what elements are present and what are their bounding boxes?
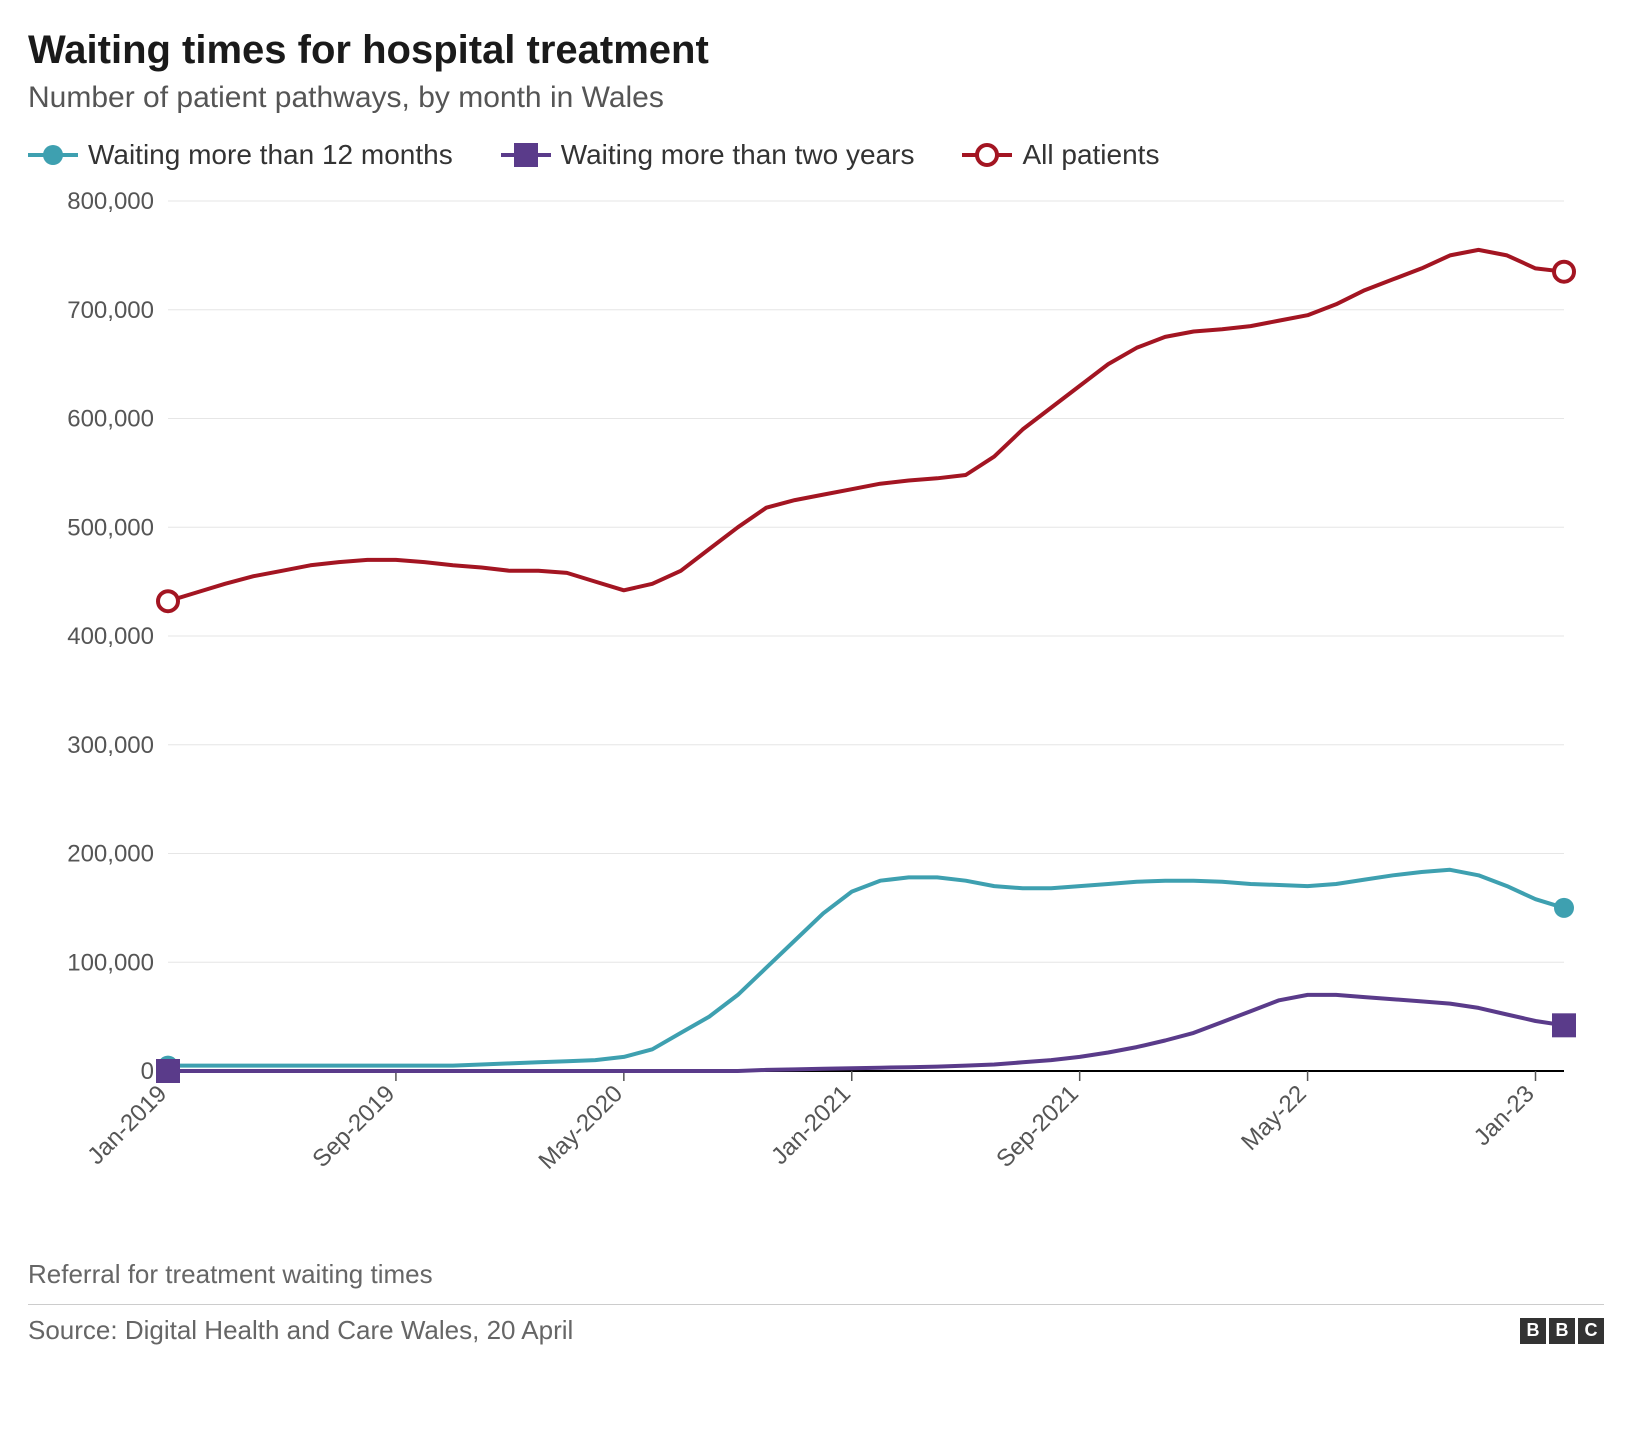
- legend-label: Waiting more than two years: [561, 139, 915, 171]
- svg-text:Sep-2019: Sep-2019: [307, 1080, 400, 1173]
- legend-label: Waiting more than 12 months: [88, 139, 453, 171]
- svg-text:600,000: 600,000: [67, 406, 154, 433]
- footer-note: Referral for treatment waiting times: [28, 1259, 1604, 1290]
- svg-text:200,000: 200,000: [67, 841, 154, 868]
- chart-title: Waiting times for hospital treatment: [28, 28, 1604, 73]
- svg-text:May-2020: May-2020: [534, 1080, 629, 1175]
- svg-text:Jan-2021: Jan-2021: [766, 1080, 856, 1170]
- svg-text:700,000: 700,000: [67, 297, 154, 324]
- legend-item-all_patients: All patients: [962, 139, 1159, 171]
- legend-marker-all_patients: [962, 141, 1012, 169]
- bbc-logo-letter: B: [1549, 1318, 1575, 1344]
- svg-text:400,000: 400,000: [67, 623, 154, 650]
- legend-label: All patients: [1022, 139, 1159, 171]
- legend-item-over_12_months: Waiting more than 12 months: [28, 139, 453, 171]
- line-chart-svg: 0100,000200,000300,000400,000500,000600,…: [28, 191, 1604, 1241]
- svg-text:500,000: 500,000: [67, 514, 154, 541]
- legend-marker-over_two_years: [501, 141, 551, 169]
- bbc-logo-letter: C: [1578, 1318, 1604, 1344]
- svg-text:100,000: 100,000: [67, 949, 154, 976]
- svg-text:Jan-2019: Jan-2019: [82, 1080, 172, 1170]
- chart-legend: Waiting more than 12 months Waiting more …: [28, 139, 1604, 171]
- svg-text:Jan-23: Jan-23: [1469, 1080, 1540, 1151]
- source-text: Source: Digital Health and Care Wales, 2…: [28, 1315, 573, 1346]
- bbc-logo-letter: B: [1520, 1318, 1546, 1344]
- bbc-logo: BBC: [1520, 1318, 1604, 1344]
- legend-item-over_two_years: Waiting more than two years: [501, 139, 915, 171]
- chart-subtitle: Number of patient pathways, by month in …: [28, 81, 1604, 115]
- svg-text:Sep-2021: Sep-2021: [991, 1080, 1084, 1173]
- footer-divider: [28, 1304, 1604, 1305]
- svg-text:800,000: 800,000: [67, 191, 154, 215]
- svg-text:May-22: May-22: [1236, 1080, 1312, 1156]
- legend-marker-over_12_months: [28, 141, 78, 169]
- chart-area: 0100,000200,000300,000400,000500,000600,…: [28, 191, 1604, 1241]
- svg-text:300,000: 300,000: [67, 732, 154, 759]
